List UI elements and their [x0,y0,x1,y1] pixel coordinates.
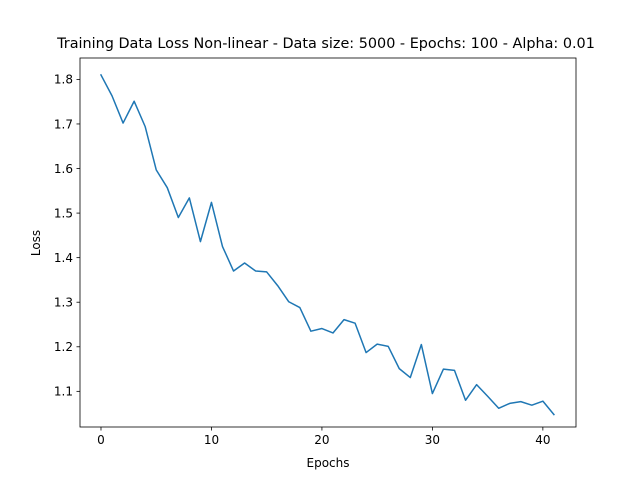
y-tick-label: 1.8 [54,73,73,87]
x-tick-label: 0 [97,433,105,447]
x-tick-label: 20 [314,433,329,447]
y-tick-label: 1.4 [54,251,73,265]
chart-title: Training Data Loss Non-linear - Data siz… [56,36,595,52]
x-tick-label: 10 [204,433,219,447]
ticks-layer: 0 10 20 30 40 1.1 1.2 1.3 1.4 1.5 1.6 1.7 1.8 [54,73,551,447]
y-tick-label: 1.2 [54,340,73,354]
plot-frame [79,57,577,428]
x-tick-label: 30 [425,433,440,447]
x-axis-label: Epochs [307,456,350,470]
y-tick-label: 1.7 [54,117,73,131]
y-tick-label: 1.6 [54,162,73,176]
y-tick-label: 1.1 [54,385,73,399]
series-line [99,73,555,416]
y-tick-label: 1.3 [54,296,73,310]
x-tick-label: 40 [535,433,550,447]
y-tick-label: 1.5 [54,206,73,220]
y-axis-label: Loss [29,230,43,256]
